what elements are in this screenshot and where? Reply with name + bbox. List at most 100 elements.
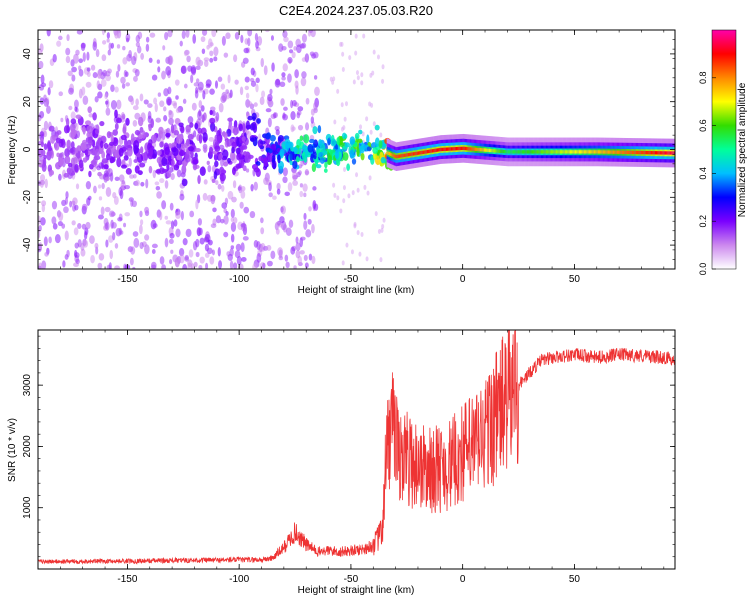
spectrogram-ridge-cell	[489, 148, 491, 153]
spectrogram-ridge-cell	[630, 150, 632, 155]
spectrogram-cell	[109, 156, 115, 164]
spectrogram-cell	[108, 235, 114, 243]
spectrogram-ridge-cell	[406, 153, 409, 157]
spectrogram-ridge-cell	[500, 149, 503, 154]
spectrogram-cell	[117, 217, 123, 222]
spectrogram-cell	[376, 54, 380, 60]
spectrogram-cell	[234, 31, 240, 40]
spectrogram-ridge-cell	[448, 147, 450, 151]
spectrogram-ridge-cell	[667, 151, 669, 155]
spectrogram-cell	[94, 128, 100, 135]
spectrogram-ridge-cell	[492, 149, 495, 153]
spectrogram-cell	[159, 256, 165, 265]
spectrogram-cell	[312, 126, 318, 135]
spectrogram-cell	[192, 159, 199, 165]
spectrogram-cell	[203, 59, 209, 68]
spectrogram-ridge-cell	[601, 150, 603, 154]
spectrogram-cell	[363, 184, 367, 190]
spectrogram-cell	[360, 231, 364, 237]
spectrogram-ridge-cell	[634, 150, 637, 155]
spectrogram-cell	[144, 206, 150, 214]
spectrogram-cell	[214, 80, 219, 89]
spectrogram-ridge-cell	[587, 150, 590, 154]
spectrogram-cell	[348, 55, 352, 61]
spectrogram-cell	[125, 82, 131, 87]
spectrogram-cell	[167, 98, 172, 106]
spectrogram-cell	[280, 205, 286, 215]
spectrogram-cell	[66, 139, 71, 150]
spectrogram-cell	[281, 76, 286, 81]
spectrogram-cell	[174, 257, 180, 268]
spectrogram-cell	[323, 168, 328, 173]
spectrogram-x-tick-label: -50	[344, 274, 359, 285]
spectrogram-ridge-cell	[543, 150, 545, 154]
spectrogram-cell	[287, 40, 294, 49]
spectrogram-cell	[135, 179, 140, 187]
spectrogram-cell	[101, 30, 105, 36]
spectrogram-cell	[209, 50, 214, 57]
spectrogram-cell	[198, 264, 203, 269]
spectrogram-cell	[233, 262, 238, 269]
spectrogram-cell	[70, 111, 76, 120]
spectrogram-cell	[104, 70, 111, 77]
spectrogram-cell	[235, 243, 242, 252]
spectrogram-cell	[285, 142, 290, 152]
spectrogram-cell	[252, 116, 256, 121]
spectrogram-ridge-cell	[474, 147, 477, 151]
spectrogram-cell	[226, 138, 232, 147]
spectrogram-cell	[303, 212, 307, 221]
spectrogram-cell	[75, 114, 82, 119]
spectrogram-cell	[152, 169, 157, 179]
spectrogram-cell	[327, 155, 333, 165]
spectrogram-cell	[154, 181, 160, 186]
spectrogram-cell	[313, 101, 318, 111]
spectrogram-ridge-cell	[388, 152, 391, 156]
spectrogram-cell	[365, 116, 369, 122]
spectrogram-cell	[303, 254, 308, 262]
spectrogram-cell	[252, 263, 257, 269]
spectrogram-cell	[86, 71, 91, 78]
spectrogram-cell	[67, 70, 73, 77]
colorbar-tick-label: 0.8	[698, 72, 708, 85]
spectrogram-cell	[211, 110, 216, 117]
colorbar-tick-label: 0.0	[698, 263, 708, 276]
spectrogram-cell	[267, 117, 272, 128]
spectrogram-cell	[73, 227, 79, 236]
spectrogram-cell	[281, 46, 287, 51]
spectrogram-cell	[357, 138, 363, 143]
spectrogram-cell	[41, 163, 47, 172]
spectrogram-cell	[193, 130, 197, 138]
spectrogram-cell	[185, 228, 192, 238]
spectrogram-cell	[240, 257, 247, 262]
spectrogram-cell	[180, 65, 187, 74]
spectrogram-cell	[245, 168, 250, 173]
spectrogram-panel: -150 -100 -50 0 50 -40 -20 0 20 40 Height of stra…	[7, 29, 676, 296]
spectrogram-cell	[61, 223, 66, 229]
spectrogram-ridge-cell	[395, 154, 398, 159]
spectrogram-cell	[267, 260, 273, 267]
spectrogram-cell	[282, 113, 288, 121]
spectrogram-cell	[38, 262, 42, 269]
spectrogram-cell	[305, 122, 310, 131]
spectrogram-cell	[75, 258, 80, 265]
spectrogram-cell	[299, 183, 304, 188]
spectrogram-cell	[140, 52, 145, 60]
spectrogram-ridge-cell	[444, 147, 447, 151]
spectrogram-ridge-cell	[613, 150, 615, 154]
colorbar-label: Normalized spectral amplitude	[737, 82, 748, 217]
spectrogram-cell	[295, 242, 301, 252]
spectrogram-ridge-cell	[466, 146, 468, 151]
spectrogram-ridge-cell	[461, 146, 463, 151]
spectrogram-cell	[150, 219, 157, 230]
spectrogram-cell	[78, 68, 84, 77]
spectrogram-ridge-cell	[547, 150, 549, 154]
spectrogram-cell	[139, 219, 144, 226]
spectrogram-cell	[80, 143, 87, 151]
spectrogram-cell	[265, 108, 272, 113]
spectrogram-cell	[372, 121, 376, 127]
spectrogram-cell	[152, 153, 157, 158]
spectrogram-cell	[184, 153, 191, 163]
spectrogram-cell	[118, 147, 124, 157]
spectrogram-cell	[241, 223, 248, 232]
spectrogram-cell	[114, 265, 120, 269]
